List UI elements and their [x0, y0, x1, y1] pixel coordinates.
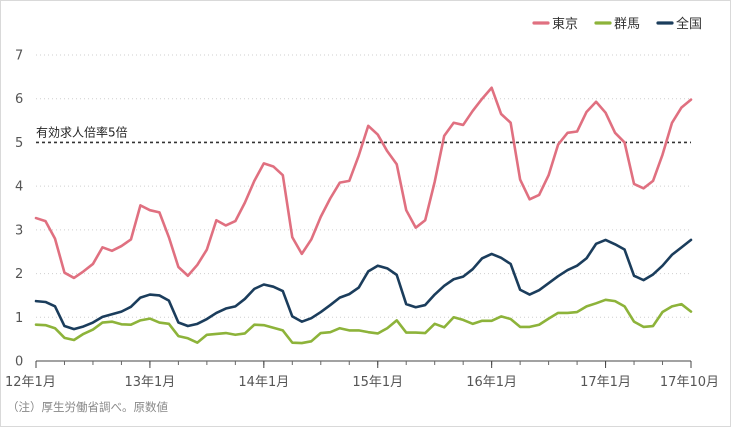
x-tick-label: 16年1月 — [466, 375, 517, 390]
legend-label-1: 群馬 — [614, 17, 640, 32]
y-axis-ticks: 0 1 2 3 4 5 6 7 — [15, 49, 23, 370]
series-lines — [34, 86, 693, 345]
series-line-1 — [34, 298, 693, 345]
series-line-0 — [34, 86, 693, 280]
legend-label-0: 東京 — [552, 16, 578, 32]
x-tick-label: 15年1月 — [352, 375, 403, 390]
y-tick-label: 3 — [15, 223, 23, 238]
y-tick-label: 2 — [15, 267, 23, 282]
x-axis: 12年1月 13年1月 14年1月 15年1月 16年1月 17年1月 17年10月 — [5, 360, 719, 390]
series-line-2 — [34, 238, 693, 331]
reference-line-label: 有効求人倍率5倍 — [36, 124, 128, 139]
reference-line: 有効求人倍率5倍 — [36, 124, 691, 144]
y-tick-label: 4 — [15, 180, 23, 195]
x-tick-label: 17年10月 — [660, 375, 719, 390]
x-tick-label: 13年1月 — [124, 375, 175, 390]
footnote: （注）厚生労働省調べ。原数値 — [7, 400, 168, 414]
legend-label-2: 全国 — [676, 16, 702, 32]
y-tick-label: 7 — [15, 49, 23, 64]
legend: 東京 群馬 全国 — [532, 16, 702, 32]
x-tick-label: 12年1月 — [5, 375, 56, 390]
x-tick-label: 14年1月 — [238, 375, 289, 390]
y-tick-label: 6 — [15, 92, 23, 107]
y-tick-label: 1 — [15, 311, 23, 326]
y-tick-label: 5 — [15, 136, 23, 151]
y-tick-label: 0 — [15, 355, 23, 370]
x-tick-label: 17年1月 — [580, 375, 631, 390]
